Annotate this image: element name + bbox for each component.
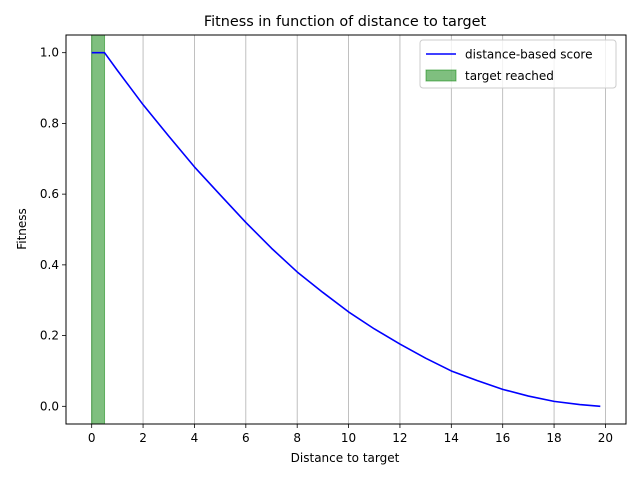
series-line-distance-based-score [91, 51, 601, 408]
legend-label-region: target reached [465, 69, 554, 83]
y-tick-label-0: 0.0 [40, 399, 59, 413]
series-lines [91, 51, 601, 408]
x-axis-label: Distance to target [291, 451, 400, 465]
shaded-region-target-reached [91, 34, 106, 425]
legend-patch-swatch [425, 69, 457, 82]
y-axis-ticks: 0.0 0.2 0.4 0.6 0.8 1.0 [40, 46, 66, 413]
x-tick-label-9: 18 [546, 431, 561, 445]
grid-lines [91, 35, 606, 424]
x-tick-label-3: 6 [242, 431, 250, 445]
x-tick-label-7: 14 [444, 431, 459, 445]
chart-title: Fitness in function of distance to targe… [204, 14, 487, 30]
x-tick-label-10: 20 [598, 431, 613, 445]
plot-frame [65, 34, 627, 425]
x-tick-label-5: 10 [341, 431, 356, 445]
y-tick-label-2: 0.4 [40, 258, 59, 272]
y-axis-label: Fitness [15, 208, 29, 250]
x-tick-label-2: 4 [191, 431, 199, 445]
y-tick-label-4: 0.8 [40, 116, 59, 130]
x-tick-label-1: 2 [139, 431, 147, 445]
y-tick-label-3: 0.6 [40, 187, 59, 201]
x-tick-label-6: 12 [392, 431, 407, 445]
shaded-regions [91, 34, 106, 425]
x-tick-label-4: 8 [293, 431, 301, 445]
legend: distance-based score target reached [419, 39, 617, 89]
legend-label-series: distance-based score [465, 48, 592, 62]
y-tick-label-1: 0.2 [40, 329, 59, 343]
x-axis-ticks: 0 2 4 6 8 10 12 14 16 18 20 [88, 424, 613, 445]
plot-area [66, 35, 626, 424]
y-tick-label-5: 1.0 [40, 46, 59, 60]
legend-box [419, 39, 617, 89]
x-tick-label-0: 0 [88, 431, 96, 445]
x-tick-label-8: 16 [495, 431, 510, 445]
